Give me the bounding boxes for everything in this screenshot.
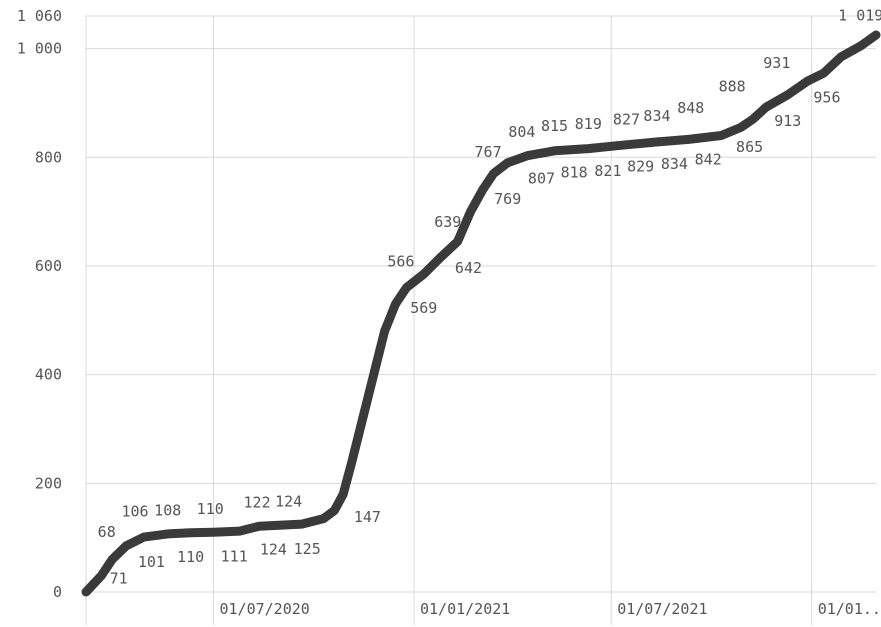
data-label: 956 [813, 89, 840, 107]
data-label: 642 [455, 259, 482, 277]
data-label: 819 [575, 115, 602, 133]
data-label: 913 [774, 112, 801, 130]
data-labels: 6871106101108110110111122124124125147566… [98, 6, 881, 587]
series-group [81, 30, 881, 597]
data-label: 106 [121, 502, 148, 520]
data-label: 834 [643, 107, 670, 125]
data-label: 124 [260, 541, 287, 559]
data-label: 101 [138, 553, 165, 571]
y-tick-label: 0 [53, 583, 62, 601]
data-label: 71 [110, 569, 128, 587]
data-label: 865 [736, 138, 763, 156]
y-tick-label: 400 [35, 366, 62, 384]
data-label: 804 [508, 123, 535, 141]
data-label: 569 [410, 299, 437, 317]
data-label: 1 019 [838, 6, 881, 24]
data-label: 848 [677, 99, 704, 117]
y-tick-label: 800 [35, 148, 62, 166]
data-label: 639 [434, 213, 461, 231]
y-tick-label: 600 [35, 257, 62, 275]
data-label: 111 [221, 548, 248, 566]
x-axis: 01/07/2020 01/01/2021 01/07/2021 01/01... [219, 600, 881, 618]
data-label: 888 [719, 77, 746, 95]
data-label: 110 [177, 548, 204, 566]
data-label: 815 [541, 117, 568, 135]
data-label: 767 [475, 143, 502, 161]
x-tick-label: 01/07/2020 [219, 600, 309, 618]
data-label: 931 [763, 54, 790, 72]
data-label: 829 [627, 158, 654, 176]
y-tick-label: 1 000 [17, 40, 62, 58]
data-label: 818 [561, 164, 588, 182]
x-tick-label: 01/01... [818, 600, 881, 618]
series-line [81, 30, 881, 597]
data-label: 827 [613, 111, 640, 129]
y-tick-label: 200 [35, 474, 62, 492]
x-tick-label: 01/01/2021 [420, 600, 510, 618]
y-tick-label: 1 060 [17, 7, 62, 25]
data-label: 122 [244, 494, 271, 512]
data-label: 110 [197, 500, 224, 518]
data-label: 807 [528, 169, 555, 187]
data-label: 566 [387, 252, 414, 270]
data-label: 108 [154, 501, 181, 519]
data-label: 125 [294, 540, 321, 558]
data-label: 124 [275, 493, 302, 511]
x-tick-label: 01/07/2021 [617, 600, 707, 618]
data-label: 68 [98, 523, 116, 541]
data-label: 821 [594, 162, 621, 180]
data-label: 834 [661, 155, 688, 173]
data-label: 769 [494, 190, 521, 208]
data-label: 147 [354, 508, 381, 526]
y-axis: 0 200 400 600 800 1 000 1 060 [17, 7, 62, 601]
gridlines [85, 15, 876, 625]
data-label: 842 [695, 150, 722, 168]
